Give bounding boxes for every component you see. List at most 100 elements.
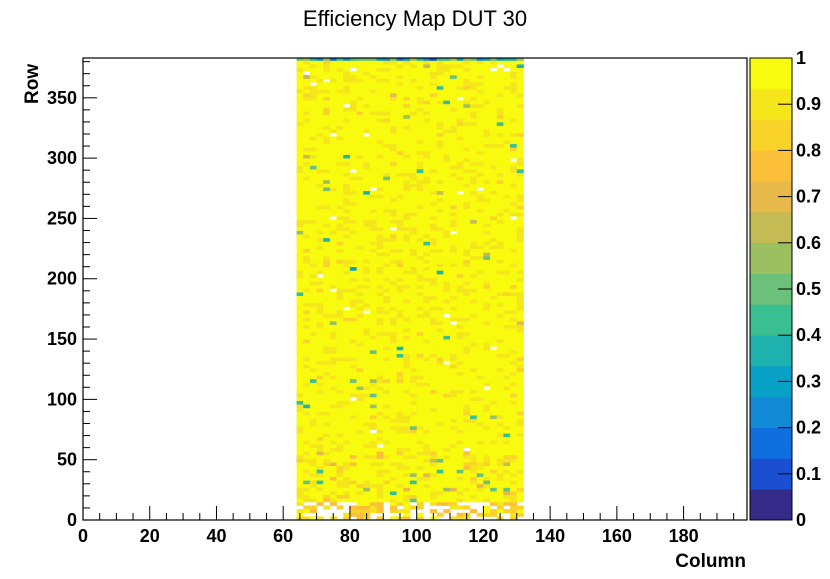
heatmap-cell xyxy=(483,288,491,293)
heatmap-cell xyxy=(503,136,511,141)
heatmap-cell xyxy=(329,158,337,163)
heatmap-cell xyxy=(383,248,391,253)
heatmap-cell xyxy=(316,353,324,358)
heatmap-cell xyxy=(323,129,331,134)
heatmap-cell xyxy=(470,212,478,217)
heatmap-cell xyxy=(296,208,304,213)
heatmap-cell xyxy=(510,255,518,260)
heatmap-cell xyxy=(343,118,351,123)
heatmap-cell xyxy=(383,476,391,481)
heatmap-cell xyxy=(309,458,317,463)
heatmap-cell xyxy=(329,150,337,155)
heatmap-cell xyxy=(409,103,418,108)
heatmap-cell xyxy=(510,172,518,177)
heatmap-cell xyxy=(463,248,471,253)
heatmap-cell xyxy=(510,114,518,119)
heatmap-cell xyxy=(456,418,464,423)
heatmap-cell xyxy=(476,118,484,123)
heatmap-cell xyxy=(336,389,344,394)
heatmap-cell xyxy=(430,205,438,210)
heatmap-cell xyxy=(416,208,424,213)
heatmap-cell xyxy=(510,462,518,467)
heatmap-cell xyxy=(483,125,491,130)
heatmap-cell xyxy=(403,476,411,481)
heatmap-cell xyxy=(309,487,317,492)
heatmap-cell xyxy=(430,179,438,184)
heatmap-cell xyxy=(436,501,444,506)
heatmap-cell xyxy=(516,389,524,394)
heatmap-cell xyxy=(456,100,464,105)
heatmap-cell xyxy=(503,212,511,217)
heatmap-cell xyxy=(450,179,458,184)
heatmap-cell xyxy=(383,205,391,210)
heatmap-cell xyxy=(510,107,518,112)
heatmap-cell xyxy=(416,154,424,159)
heatmap-cell xyxy=(309,158,317,163)
heatmap-cell xyxy=(483,396,491,401)
heatmap-cell xyxy=(383,194,391,199)
heatmap-cell xyxy=(416,407,424,412)
heatmap-cell xyxy=(296,252,304,257)
heatmap-cell xyxy=(376,172,384,177)
heatmap-cell xyxy=(369,368,378,373)
heatmap-cell xyxy=(436,150,444,155)
heatmap-cell xyxy=(450,386,458,391)
heatmap-cell xyxy=(309,244,317,249)
heatmap-cell xyxy=(349,415,357,420)
heatmap-cell xyxy=(436,375,444,380)
heatmap-cell xyxy=(503,411,511,416)
heatmap-cell xyxy=(329,74,337,79)
heatmap-cell xyxy=(436,230,444,235)
heatmap-cell xyxy=(463,241,471,246)
heatmap-cell xyxy=(476,107,484,112)
heatmap-cell xyxy=(336,357,344,362)
heatmap-cell xyxy=(443,176,451,181)
heatmap-cell xyxy=(369,335,378,340)
heatmap-cell xyxy=(409,302,418,307)
heatmap-cell xyxy=(323,371,331,376)
heatmap-cell xyxy=(309,125,317,130)
heatmap-cell xyxy=(463,266,471,271)
heatmap-cell xyxy=(463,400,471,405)
heatmap-cell xyxy=(303,422,311,427)
heatmap-cell xyxy=(409,107,418,112)
heatmap-cell xyxy=(396,364,404,369)
heatmap-cell xyxy=(396,451,404,456)
heatmap-cell xyxy=(389,277,398,282)
heatmap-cell xyxy=(409,168,418,173)
heatmap-cell xyxy=(383,230,391,235)
heatmap-cell xyxy=(450,143,458,148)
heatmap-cell xyxy=(349,389,357,394)
heatmap-cell xyxy=(463,273,471,278)
heatmap-cell xyxy=(376,74,384,79)
heatmap-cell xyxy=(456,259,464,264)
heatmap-cell xyxy=(383,58,391,61)
heatmap-cell xyxy=(423,132,431,137)
heatmap-cell xyxy=(443,158,451,163)
heatmap-cell xyxy=(450,284,458,289)
heatmap-cell xyxy=(516,183,524,188)
heatmap-cell xyxy=(470,368,478,373)
heatmap-cell xyxy=(376,208,384,213)
heatmap-cell xyxy=(450,454,458,459)
heatmap-cell xyxy=(423,317,431,322)
heatmap-cell xyxy=(303,302,311,307)
heatmap-cell xyxy=(336,368,344,373)
heatmap-cell xyxy=(416,360,424,365)
heatmap-cell xyxy=(363,465,371,470)
heatmap-cell xyxy=(503,346,511,351)
heatmap-cell xyxy=(309,234,317,239)
heatmap-cell xyxy=(450,64,458,69)
heatmap-cell xyxy=(463,386,471,391)
heatmap-cell xyxy=(443,469,451,474)
heatmap-cell xyxy=(383,179,391,184)
heatmap-cell xyxy=(510,154,518,159)
heatmap-cell xyxy=(309,132,317,137)
heatmap-cell xyxy=(490,393,498,398)
heatmap-cell xyxy=(349,451,357,456)
heatmap-cell xyxy=(376,335,384,340)
heatmap-cell xyxy=(336,96,344,101)
heatmap-cell xyxy=(456,480,464,485)
heatmap-cell xyxy=(356,378,364,383)
heatmap-cell xyxy=(430,64,438,69)
